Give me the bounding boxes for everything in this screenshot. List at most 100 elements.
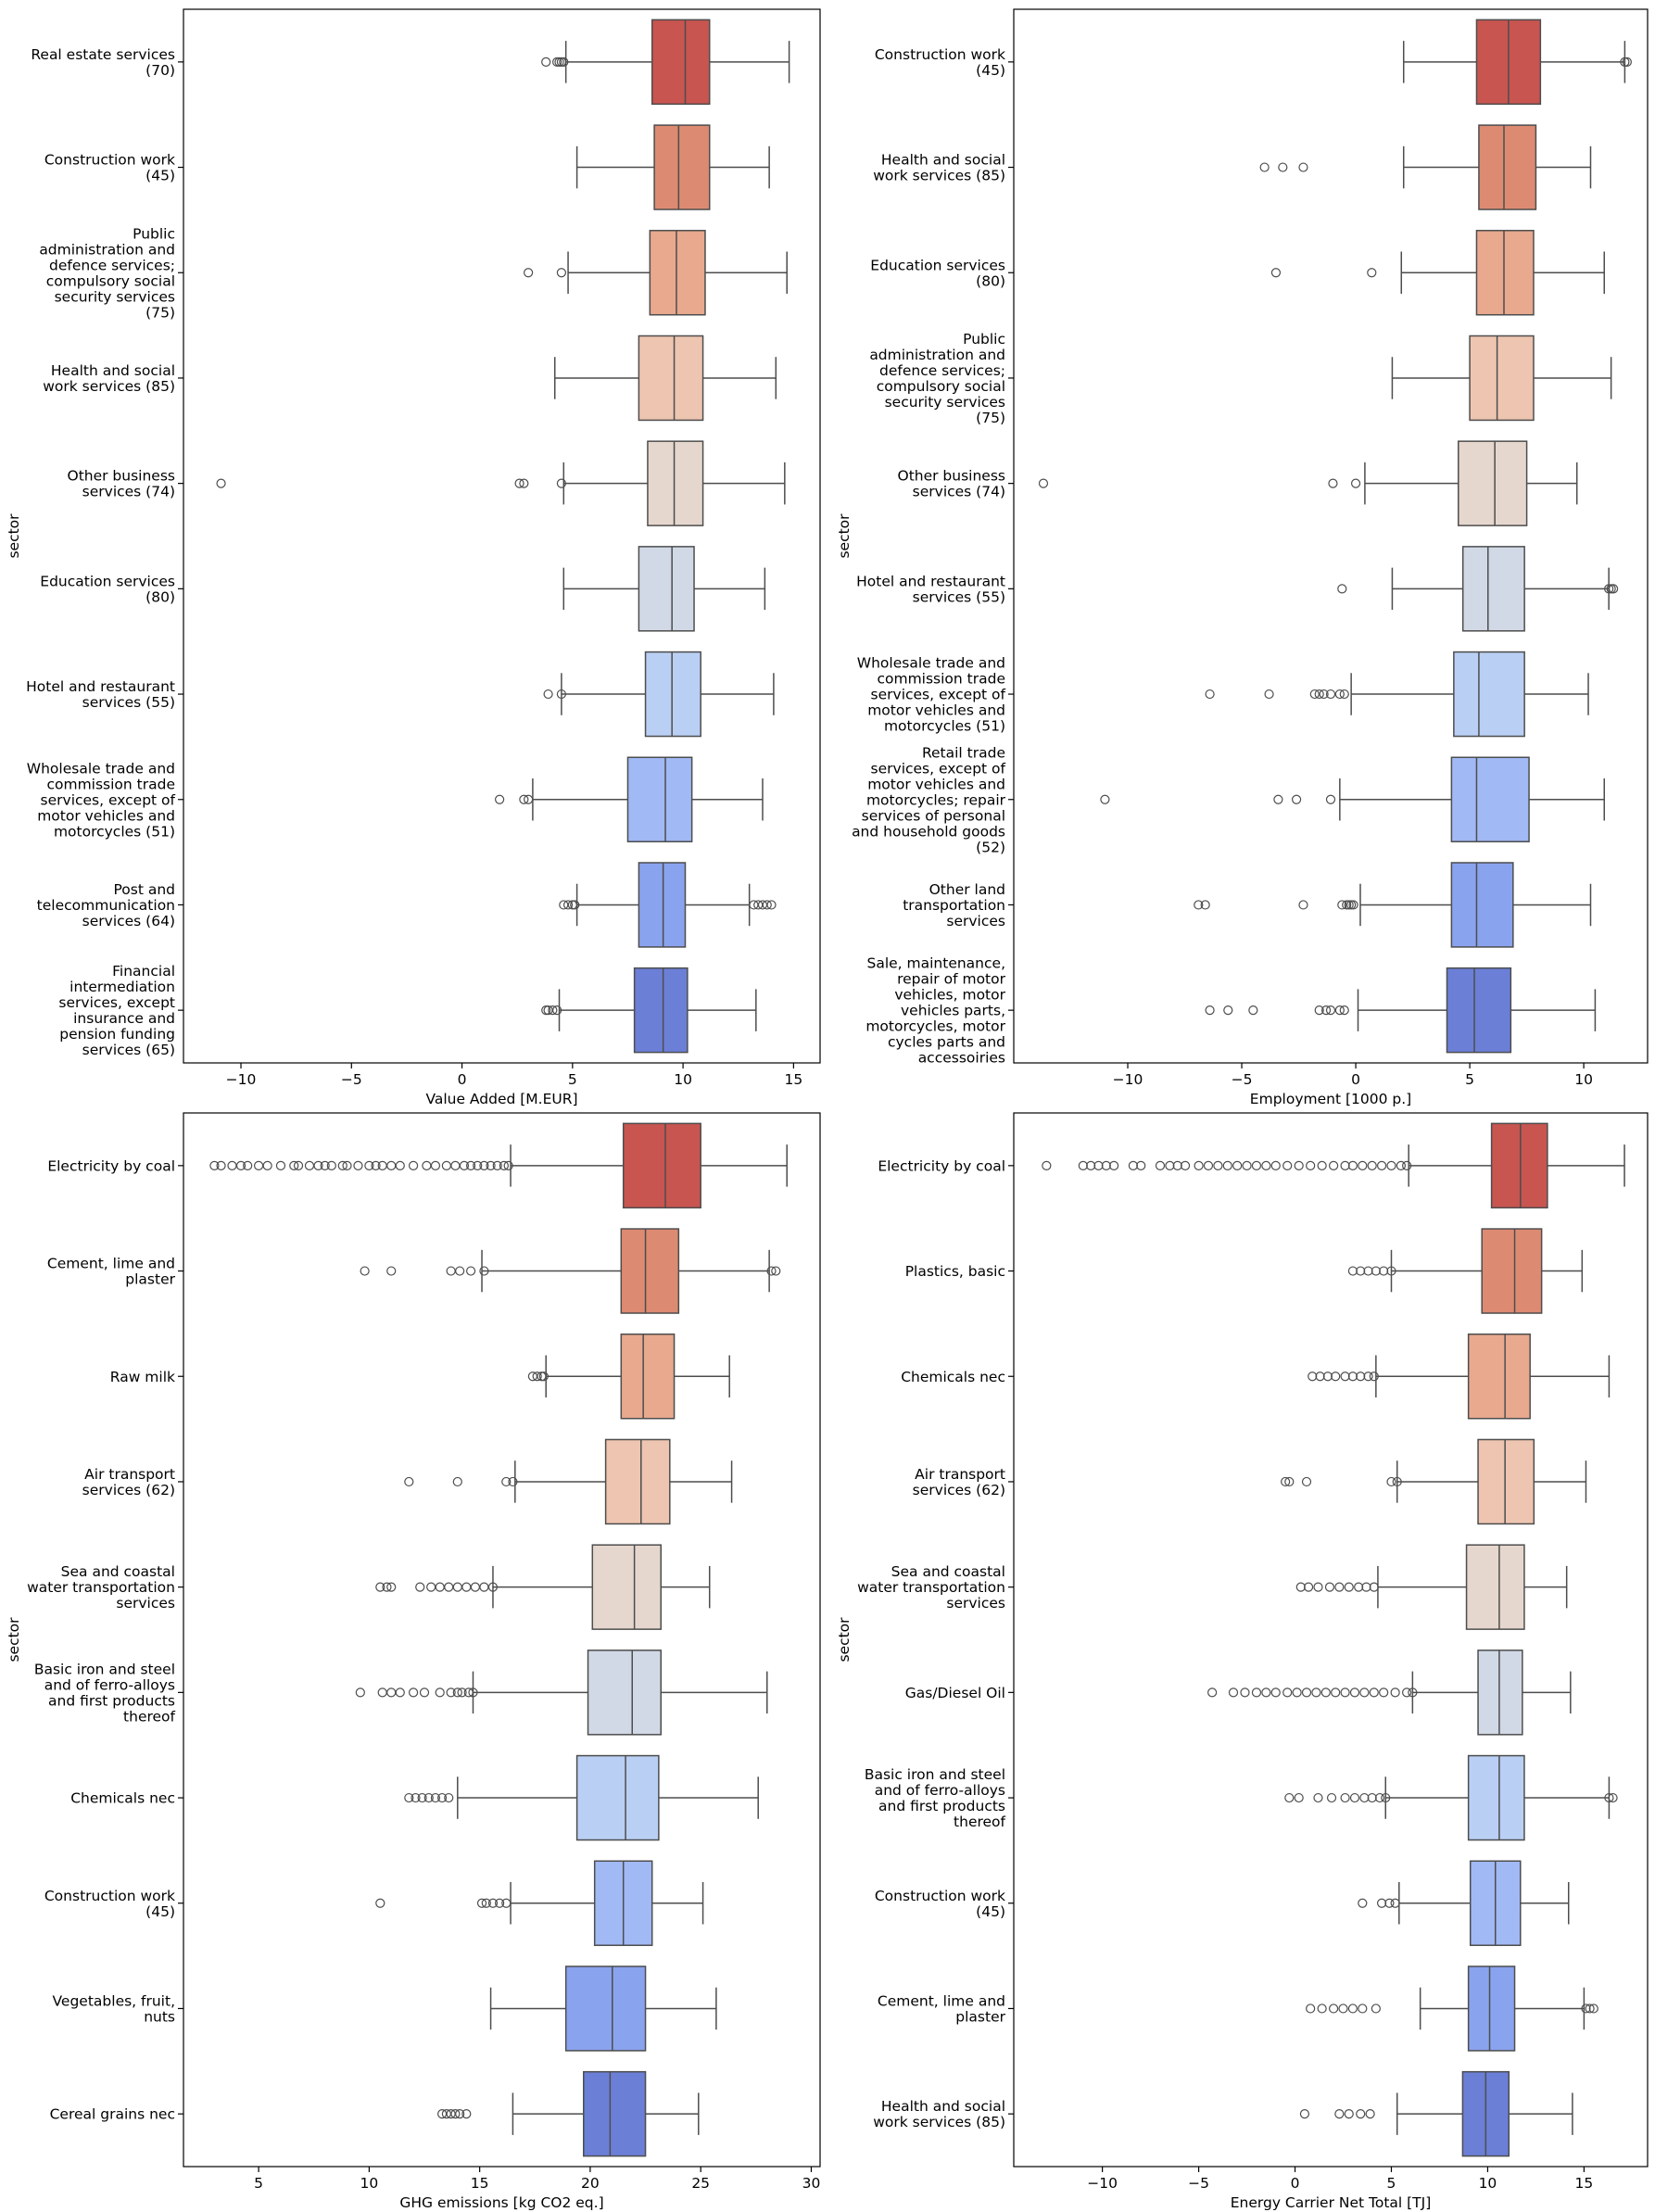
flier-point — [375, 1582, 385, 1592]
flier-point — [1291, 794, 1302, 804]
flier-point — [1207, 1687, 1218, 1698]
flier-point — [501, 1898, 512, 1908]
x-tick-label: −5 — [1188, 2175, 1209, 2192]
flier-point — [1298, 900, 1308, 910]
flier-point — [766, 1266, 777, 1276]
box-6 — [1207, 1650, 1572, 1736]
flier-point — [459, 1160, 470, 1170]
box-iqr — [1490, 1122, 1548, 1209]
x-tick-label: 0 — [458, 1071, 467, 1088]
flier-point — [227, 1160, 237, 1170]
flier-point — [1622, 57, 1632, 67]
flier-point — [1608, 584, 1619, 594]
flier-point — [1349, 1687, 1360, 1698]
flier-point — [1100, 794, 1110, 804]
x-tick-label: −10 — [226, 1071, 257, 1088]
flier-point — [1278, 162, 1288, 172]
box-3 — [527, 1334, 730, 1420]
flier-point — [450, 2109, 461, 2119]
box-iqr — [564, 1966, 647, 2052]
flier-point — [426, 1582, 436, 1592]
flier-point — [1354, 1582, 1364, 1592]
flier-point — [1347, 1160, 1358, 1170]
category-label: Other land transportation services — [903, 881, 1005, 929]
flier-point — [1328, 478, 1338, 488]
flier-point — [1369, 1687, 1379, 1698]
box-9 — [489, 1966, 717, 2052]
flier-point — [1308, 1371, 1318, 1382]
flier-point — [1334, 1005, 1345, 1016]
flier-point — [1078, 1160, 1088, 1170]
flier-point — [1281, 1476, 1291, 1487]
flier-point — [1346, 900, 1357, 910]
flier-point — [1390, 1898, 1400, 1908]
flier-point — [1222, 1160, 1232, 1170]
flier-point — [364, 1160, 374, 1170]
flier-point — [446, 1687, 456, 1698]
x-tick-label: 10 — [1479, 2175, 1497, 2192]
flier-point — [419, 1687, 430, 1698]
box-iqr — [1446, 967, 1512, 1054]
flier-point — [1311, 1687, 1321, 1698]
flier-point — [1273, 794, 1283, 804]
flier-point — [216, 1160, 226, 1170]
flier-point — [479, 1582, 489, 1592]
box-10 — [1299, 2070, 1573, 2157]
box-7 — [1205, 651, 1589, 738]
flier-point — [461, 2109, 472, 2119]
flier-point — [543, 689, 553, 700]
x-tick-label: −5 — [1232, 1071, 1253, 1088]
category-label: Plastics, basic — [905, 1263, 1005, 1280]
box-iqr — [1450, 862, 1514, 948]
flier-point — [501, 1476, 512, 1487]
flier-point — [1344, 2109, 1354, 2119]
flier-point — [1350, 478, 1361, 488]
category-label: Gas/Diesel Oil — [905, 1685, 1005, 1701]
plot-frame — [1013, 1112, 1649, 2168]
flier-point — [435, 1687, 445, 1698]
flier-point — [375, 1898, 385, 1908]
flier-point — [1367, 1792, 1377, 1803]
flier-point — [1386, 1266, 1396, 1276]
box-2 — [575, 124, 770, 210]
flier-point — [1200, 900, 1210, 910]
x-axis-label: Employment [1000 p.] — [1250, 1091, 1411, 1107]
flier-point — [1376, 1898, 1387, 1908]
x-tick-label: 10 — [1574, 1071, 1593, 1088]
box-5 — [216, 440, 786, 526]
box-iqr — [1477, 1438, 1535, 1525]
category-label: Wholesale trade and commission trade servi… — [857, 655, 1006, 735]
flier-point — [1347, 2003, 1358, 2014]
box-iqr — [1450, 756, 1530, 842]
box-iqr — [638, 862, 687, 948]
flier-point — [1365, 2109, 1375, 2119]
flier-point — [289, 1160, 299, 1170]
flier-point — [423, 1792, 434, 1803]
x-tick-label: 5 — [1465, 1071, 1474, 1088]
flier-point — [514, 478, 524, 488]
flier-point — [337, 1160, 347, 1170]
flier-point — [243, 1160, 253, 1170]
category-label: Construction work (45) — [875, 46, 1005, 79]
x-tick-label: −5 — [341, 1071, 362, 1088]
box-5 — [1038, 440, 1578, 526]
flier-point — [371, 1160, 381, 1170]
flier-point — [355, 1687, 365, 1698]
x-tick-label: 5 — [254, 2175, 263, 2192]
flier-point — [1205, 689, 1215, 700]
box-10 — [541, 967, 757, 1054]
box-7 — [543, 651, 775, 738]
box-iqr — [1475, 230, 1535, 316]
flier-point — [519, 478, 529, 488]
flier-point — [1294, 1792, 1304, 1803]
flier-point — [1248, 1005, 1258, 1016]
x-axis-label: GHG emissions [kg CO2 eq.] — [399, 2194, 603, 2211]
box-2 — [360, 1228, 781, 1314]
category-label: Sea and coastal water transportation servi… — [27, 1563, 175, 1612]
flier-point — [1337, 900, 1347, 910]
flier-point — [422, 1160, 432, 1170]
flier-point — [1340, 1160, 1350, 1170]
flier-point — [1347, 1266, 1358, 1276]
flier-point — [293, 1160, 304, 1170]
flier-point — [1340, 1792, 1350, 1803]
